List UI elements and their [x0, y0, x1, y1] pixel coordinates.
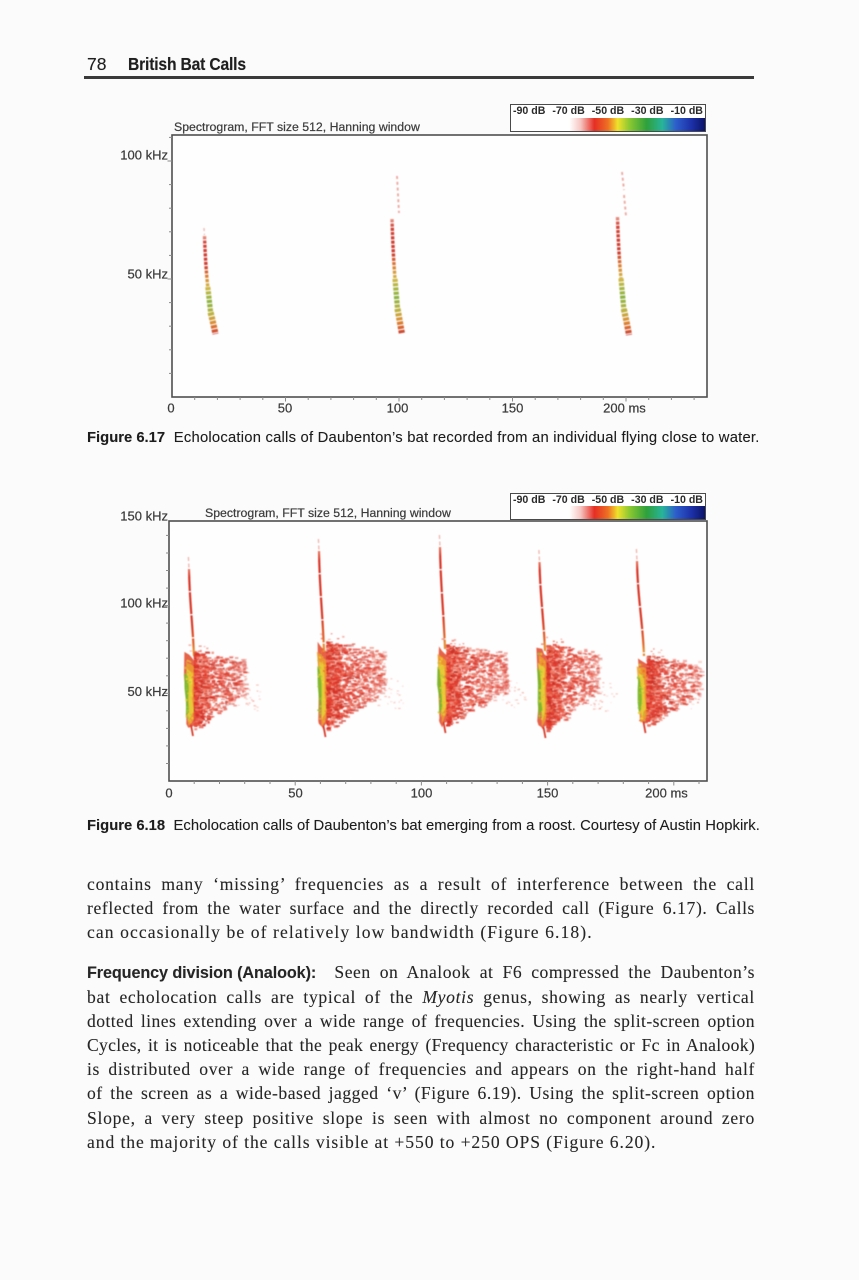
svg-text:50 kHz: 50 kHz	[128, 684, 168, 699]
svg-text:0: 0	[165, 786, 172, 801]
svg-text:100: 100	[411, 786, 433, 801]
svg-text:150 kHz: 150 kHz	[120, 509, 168, 524]
svg-text:100 kHz: 100 kHz	[120, 596, 168, 611]
svg-text:200 ms: 200 ms	[645, 786, 688, 801]
svg-text:150: 150	[502, 401, 524, 416]
svg-text:Spectrogram, FFT size 512, Han: Spectrogram, FFT size 512, Hanning windo…	[174, 120, 420, 134]
svg-text:200 ms: 200 ms	[603, 401, 646, 416]
svg-text:50: 50	[288, 786, 302, 801]
svg-text:100: 100	[387, 401, 409, 416]
svg-text:Spectrogram, FFT size 512, Han: Spectrogram, FFT size 512, Hanning windo…	[205, 506, 451, 520]
svg-text:150: 150	[537, 786, 559, 801]
svg-text:50 kHz: 50 kHz	[128, 267, 168, 282]
svg-text:100 kHz: 100 kHz	[120, 148, 168, 163]
svg-text:0: 0	[167, 401, 174, 416]
svg-text:50: 50	[278, 401, 292, 416]
